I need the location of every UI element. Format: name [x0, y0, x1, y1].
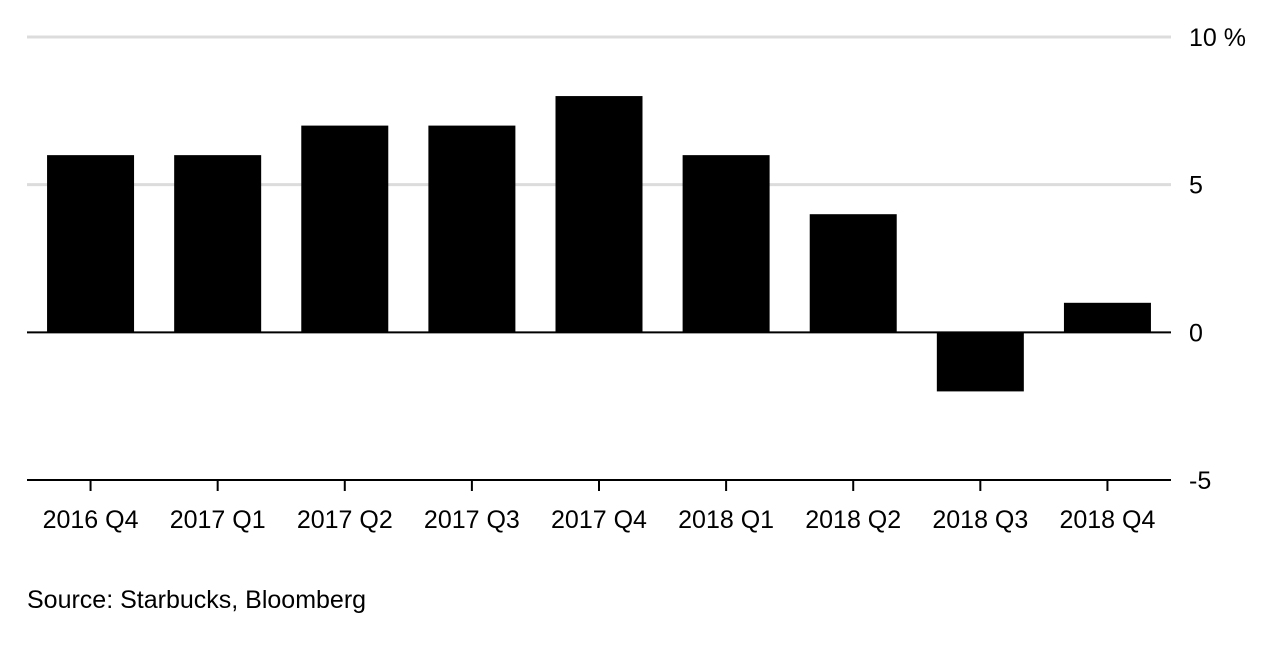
- bar: [809, 214, 897, 333]
- y-tick-label: 10 %: [1189, 24, 1246, 52]
- bar: [301, 125, 389, 333]
- x-tick-label: 2018 Q3: [932, 506, 1028, 534]
- x-tick-label: 2017 Q3: [424, 506, 520, 534]
- x-tick-label: 2018 Q2: [805, 506, 901, 534]
- x-axis: [27, 331, 1171, 491]
- bar: [555, 96, 643, 333]
- x-tick-label: 2016 Q4: [43, 506, 139, 534]
- x-tick-label: 2018 Q4: [1059, 506, 1155, 534]
- y-tick-label: 0: [1189, 319, 1203, 347]
- y-axis-tick-labels: 10 % 5 0 -5: [1189, 24, 1246, 495]
- x-tick-label: 2017 Q1: [170, 506, 266, 534]
- y-tick-label: -5: [1189, 467, 1211, 495]
- y-tick-label: 5: [1189, 172, 1203, 200]
- bar: [936, 332, 1024, 392]
- source-note: Source: Starbucks, Bloomberg: [27, 586, 367, 614]
- bar: [428, 125, 516, 333]
- bar: [682, 155, 770, 333]
- x-tick-label: 2017 Q4: [551, 506, 647, 534]
- bars: [47, 96, 1151, 392]
- x-tick-label: 2017 Q2: [297, 506, 393, 534]
- bar: [47, 155, 135, 333]
- x-tick-label: 2018 Q1: [678, 506, 774, 534]
- bar: [174, 155, 262, 333]
- bar: [1063, 302, 1151, 333]
- x-axis-tick-labels: 2016 Q4 2017 Q1 2017 Q2 2017 Q3 2017 Q4 2018 …: [43, 506, 1156, 534]
